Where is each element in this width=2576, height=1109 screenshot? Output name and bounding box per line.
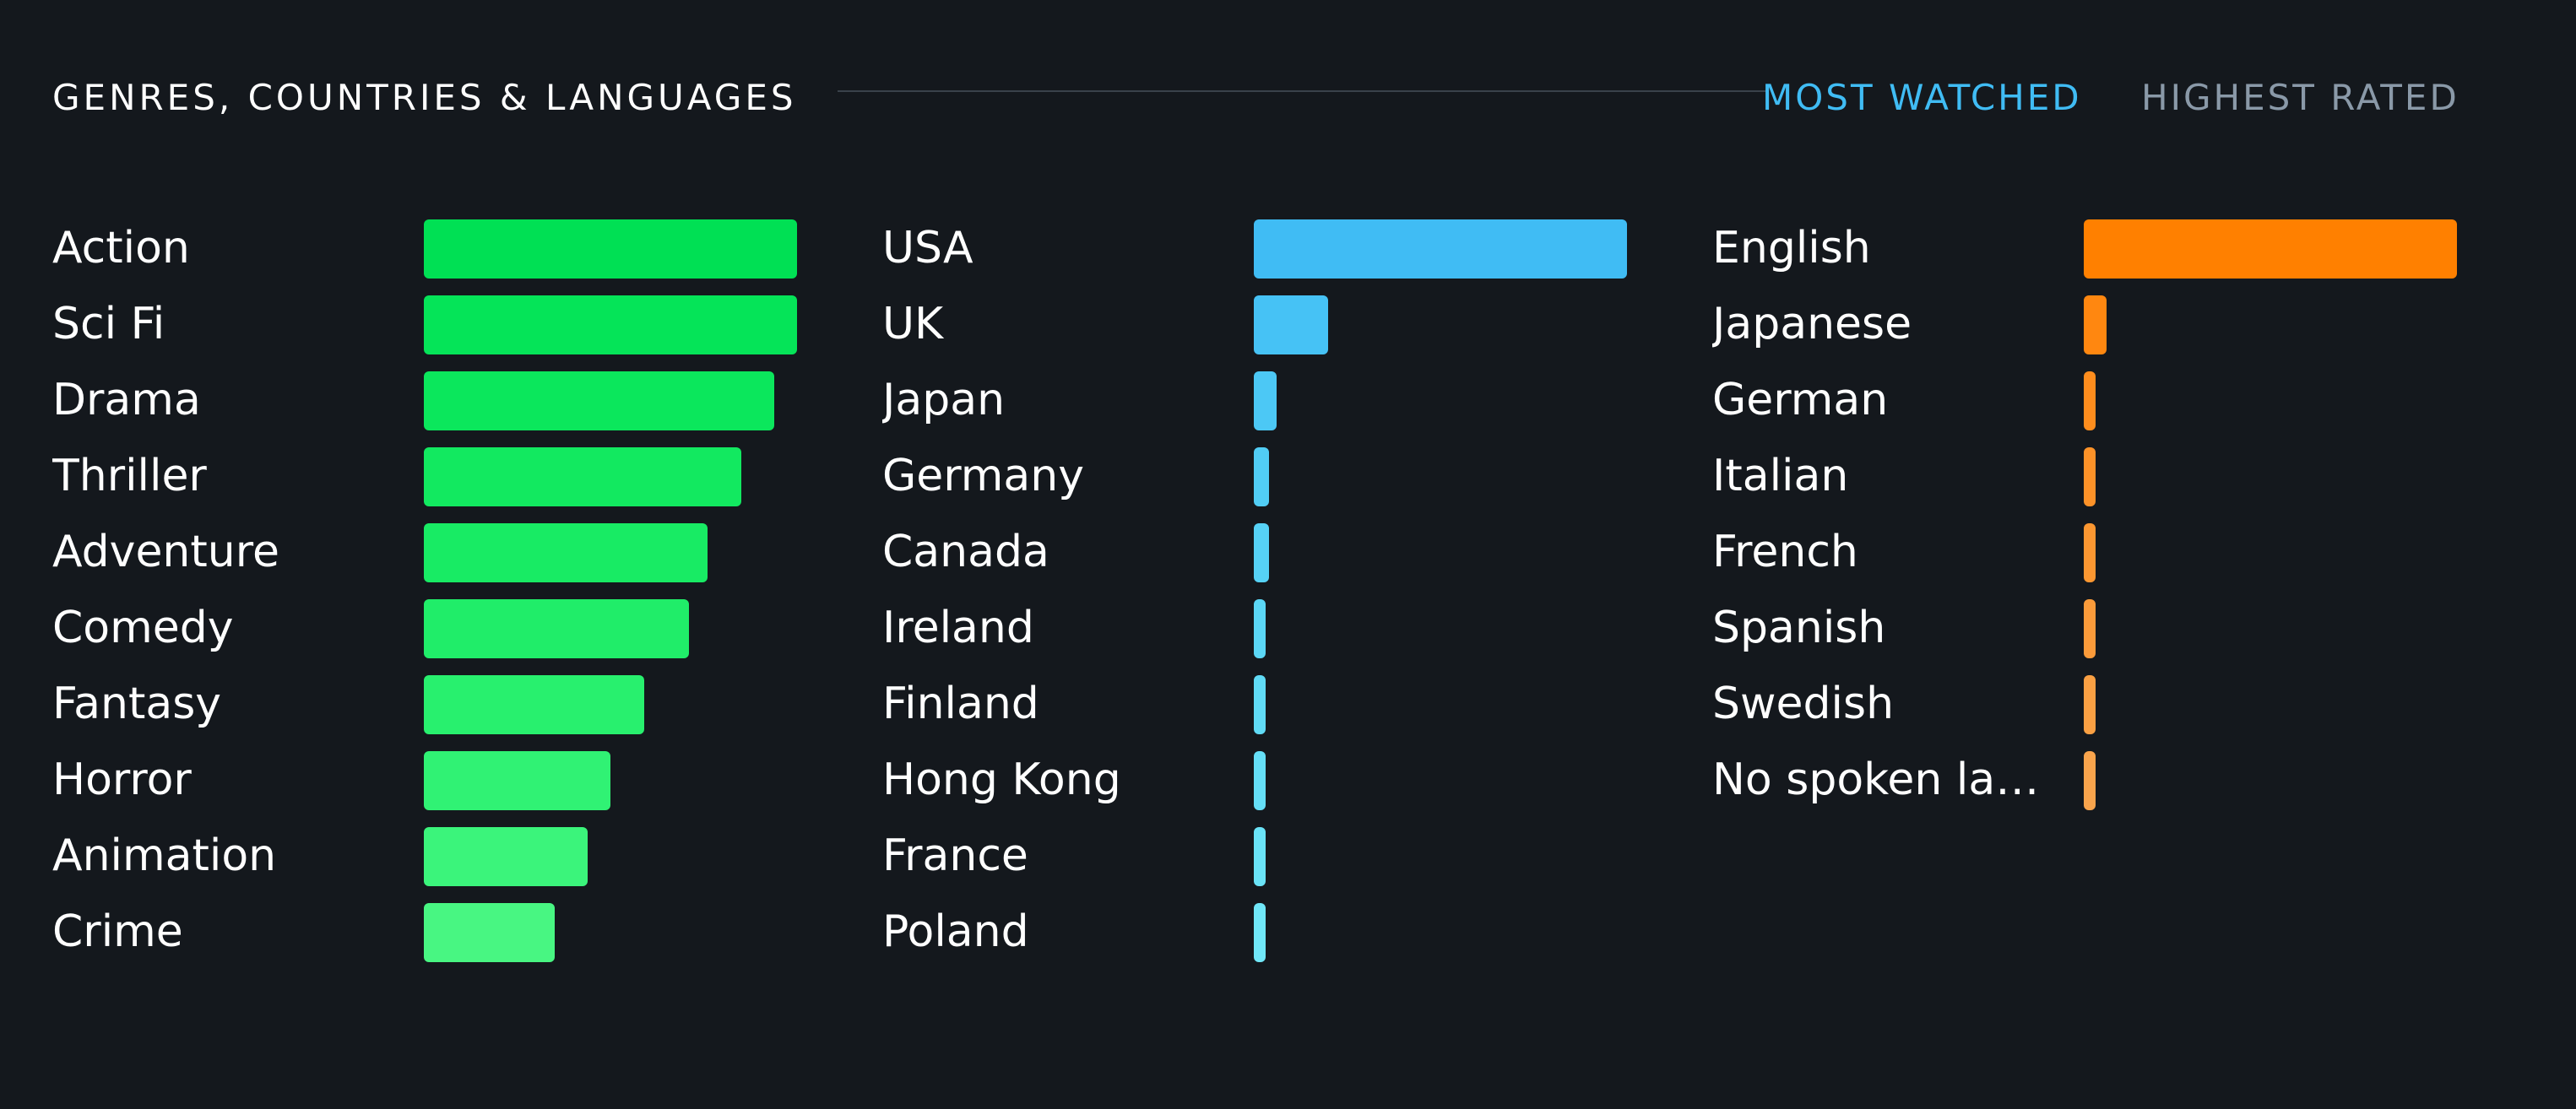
genre-label: Sci Fi <box>52 299 165 349</box>
country-bar[interactable] <box>1254 599 1266 658</box>
language-label: Swedish <box>1712 679 1895 729</box>
language-label: Italian <box>1712 451 1849 501</box>
section-title: GENRES, COUNTRIES & LANGUAGES <box>52 77 797 118</box>
language-label: Spanish <box>1712 603 1886 653</box>
country-row[interactable]: Finland <box>882 674 1642 734</box>
country-label: USA <box>882 223 973 273</box>
genre-bar[interactable] <box>424 751 610 810</box>
genre-bar[interactable] <box>424 903 555 962</box>
country-row[interactable]: Germany <box>882 446 1642 506</box>
genre-bar[interactable] <box>424 371 774 430</box>
country-label: UK <box>882 299 944 349</box>
genre-label: Animation <box>52 830 277 881</box>
genre-row[interactable]: Horror <box>52 749 812 810</box>
country-bar[interactable] <box>1254 447 1269 506</box>
country-row[interactable]: Canada <box>882 522 1642 582</box>
country-label: France <box>882 830 1028 881</box>
country-label: Canada <box>882 527 1049 577</box>
genre-row[interactable]: Crime <box>52 901 812 962</box>
tab-highest-rated[interactable]: HIGHEST RATED <box>2141 77 2459 118</box>
country-bar[interactable] <box>1254 827 1266 886</box>
country-row[interactable]: USA <box>882 218 1642 279</box>
language-bar[interactable] <box>2084 219 2457 279</box>
genre-bar[interactable] <box>424 599 689 658</box>
genre-row[interactable]: Drama <box>52 370 812 430</box>
country-label: Ireland <box>882 603 1034 653</box>
language-bar[interactable] <box>2084 447 2096 506</box>
header-divider <box>838 90 1769 92</box>
genre-label: Drama <box>52 375 201 425</box>
language-label: Japanese <box>1712 299 1912 349</box>
language-bar[interactable] <box>2084 295 2107 354</box>
genre-label: Thriller <box>52 451 207 501</box>
country-row[interactable]: Hong Kong <box>882 749 1642 810</box>
genre-row[interactable]: Sci Fi <box>52 294 812 354</box>
genre-row[interactable]: Thriller <box>52 446 812 506</box>
country-label: Poland <box>882 906 1029 957</box>
country-row[interactable]: Poland <box>882 901 1642 962</box>
genre-label: Comedy <box>52 603 234 653</box>
genre-bar[interactable] <box>424 447 741 506</box>
country-bar[interactable] <box>1254 523 1269 582</box>
country-bar[interactable] <box>1254 751 1266 810</box>
genre-label: Action <box>52 223 190 273</box>
genre-row[interactable]: Animation <box>52 825 812 886</box>
genre-label: Adventure <box>52 527 279 577</box>
genre-bar[interactable] <box>424 295 797 354</box>
country-bar[interactable] <box>1254 219 1627 279</box>
language-label: French <box>1712 527 1858 577</box>
country-bar[interactable] <box>1254 295 1328 354</box>
language-label: No spoken lan... <box>1712 755 2058 805</box>
genre-row[interactable]: Adventure <box>52 522 812 582</box>
country-label: Hong Kong <box>882 755 1121 805</box>
genre-bar[interactable] <box>424 675 644 734</box>
language-bar[interactable] <box>2084 675 2096 734</box>
country-bar[interactable] <box>1254 675 1266 734</box>
language-bar[interactable] <box>2084 599 2096 658</box>
genre-bar[interactable] <box>424 523 708 582</box>
language-row[interactable]: German <box>1712 370 2472 430</box>
country-bar[interactable] <box>1254 903 1266 962</box>
country-label: Germany <box>882 451 1085 501</box>
country-row[interactable]: Ireland <box>882 598 1642 658</box>
language-bar[interactable] <box>2084 371 2096 430</box>
country-label: Finland <box>882 679 1039 729</box>
section-header: GENRES, COUNTRIES & LANGUAGES MOST WATCH… <box>52 71 2459 123</box>
country-row[interactable]: France <box>882 825 1642 886</box>
genre-row[interactable]: Action <box>52 218 812 279</box>
genre-row[interactable]: Comedy <box>52 598 812 658</box>
language-label: English <box>1712 223 1871 273</box>
language-row[interactable]: French <box>1712 522 2472 582</box>
language-bar[interactable] <box>2084 523 2096 582</box>
language-row[interactable]: Japanese <box>1712 294 2472 354</box>
language-row[interactable]: No spoken lan... <box>1712 749 2472 810</box>
language-bar[interactable] <box>2084 751 2096 810</box>
language-row[interactable]: English <box>1712 218 2472 279</box>
genre-row[interactable]: Fantasy <box>52 674 812 734</box>
country-label: Japan <box>882 375 1006 425</box>
tab-most-watched[interactable]: MOST WATCHED <box>1762 77 2082 118</box>
country-row[interactable]: UK <box>882 294 1642 354</box>
genre-bar[interactable] <box>424 219 797 279</box>
genre-bar[interactable] <box>424 827 588 886</box>
country-row[interactable]: Japan <box>882 370 1642 430</box>
language-row[interactable]: Italian <box>1712 446 2472 506</box>
genre-label: Horror <box>52 755 192 805</box>
genre-label: Fantasy <box>52 679 222 729</box>
country-bar[interactable] <box>1254 371 1277 430</box>
language-label: German <box>1712 375 1889 425</box>
genre-label: Crime <box>52 906 183 957</box>
language-row[interactable]: Swedish <box>1712 674 2472 734</box>
language-row[interactable]: Spanish <box>1712 598 2472 658</box>
